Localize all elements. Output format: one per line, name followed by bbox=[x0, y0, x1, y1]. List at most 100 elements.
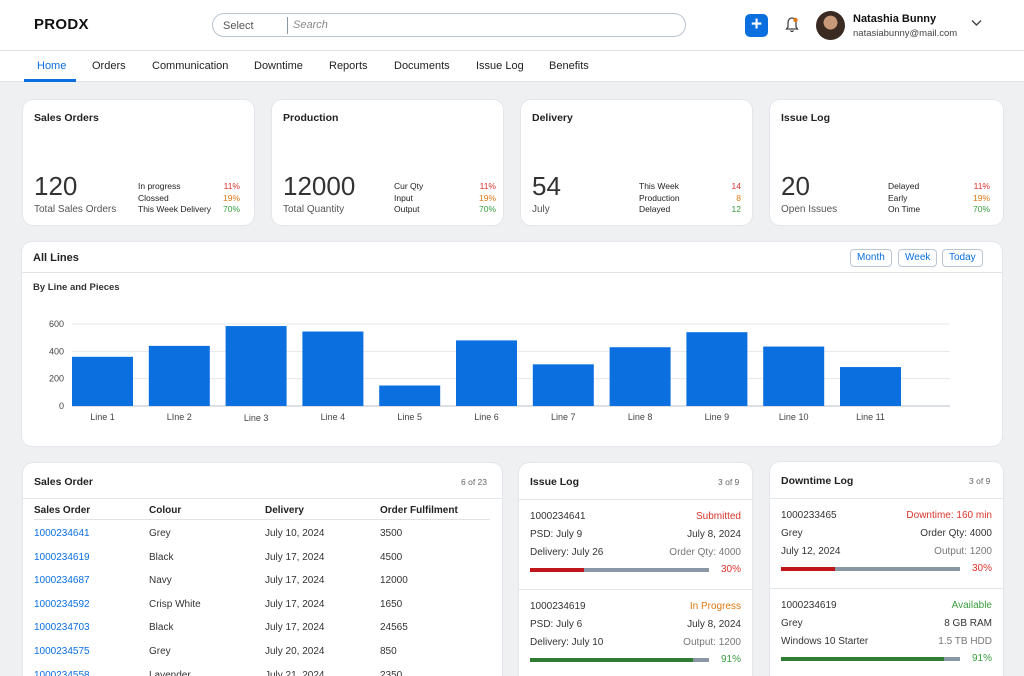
issue-log-count: 3 of 9 bbox=[718, 477, 740, 487]
progress-bar-fill bbox=[781, 567, 835, 571]
chart-bar[interactable] bbox=[379, 385, 441, 407]
item-separator bbox=[770, 588, 1003, 589]
table-cell: Crisp White bbox=[149, 598, 201, 610]
progress-bar-fill bbox=[530, 658, 693, 662]
chart-bar[interactable] bbox=[840, 367, 901, 406]
y-tick-label: 400 bbox=[49, 346, 64, 356]
x-tick-label: Line 7 bbox=[551, 412, 576, 422]
user-name: Natashia Bunny bbox=[853, 13, 937, 25]
nav-downtime[interactable]: Downtime bbox=[254, 60, 303, 72]
notification-bell-icon[interactable] bbox=[784, 16, 800, 34]
nav-home[interactable]: Home bbox=[37, 60, 67, 72]
chart-bar[interactable] bbox=[148, 345, 210, 406]
sales-order-link[interactable]: 1000234641 bbox=[34, 528, 90, 539]
search-divider bbox=[287, 17, 288, 34]
chevron-down-icon[interactable] bbox=[971, 19, 982, 27]
chart-bar[interactable] bbox=[456, 340, 517, 406]
y-tick-label: 0 bbox=[59, 401, 64, 411]
progress-percent: 30% bbox=[971, 563, 992, 574]
kpi-card-production[interactable]: Production 12000 Total Quantity Cur Qty … bbox=[272, 100, 503, 225]
x-tick-label: Line 9 bbox=[705, 412, 730, 422]
kpi-stat-label: Production bbox=[639, 193, 680, 203]
log-item-detail: July 12, 2024 bbox=[781, 546, 841, 557]
progress-bar bbox=[530, 658, 709, 662]
log-item-detail: Delivery: July 26 bbox=[530, 547, 604, 558]
kpi-title: Production bbox=[283, 112, 339, 124]
chart-bar[interactable] bbox=[686, 332, 748, 406]
log-item-id[interactable]: 1000234641 bbox=[530, 511, 586, 522]
log-item-detail: July 8, 2024 bbox=[687, 619, 741, 630]
log-item-detail: Output: 1200 bbox=[934, 546, 992, 557]
filter-week-button[interactable]: Week bbox=[898, 249, 938, 267]
kpi-stat-label: This Week Delivery bbox=[138, 204, 212, 214]
nav-reports[interactable]: Reports bbox=[329, 60, 368, 72]
kpi-stat-label: On Time bbox=[888, 204, 921, 214]
avatar[interactable] bbox=[816, 11, 845, 40]
sales-order-link[interactable]: 1000234619 bbox=[34, 551, 90, 563]
sales-order-link[interactable]: 1000234558 bbox=[34, 669, 90, 676]
nav-issue-log[interactable]: Issue Log bbox=[476, 60, 524, 72]
search-input[interactable] bbox=[293, 16, 673, 34]
log-item-detail: Order Qty: 4000 bbox=[669, 547, 741, 558]
table-cell: 4500 bbox=[380, 551, 403, 563]
chart-bar[interactable] bbox=[532, 364, 594, 406]
kpi-value: 12000 bbox=[283, 171, 356, 201]
sales-order-title: Sales Order bbox=[34, 476, 93, 488]
search-scope-select[interactable]: Select bbox=[223, 20, 254, 32]
sales-order-link[interactable]: 1000234687 bbox=[34, 575, 90, 587]
chart-bar[interactable] bbox=[225, 326, 287, 406]
kpi-stat-value: 19% bbox=[222, 193, 240, 203]
nav-benefits[interactable]: Benefits bbox=[549, 60, 589, 72]
log-item-detail: PSD: July 9 bbox=[530, 529, 583, 540]
table-cell: July 20, 2024 bbox=[265, 646, 325, 657]
x-tick-label: Line 1 bbox=[90, 412, 115, 422]
chart-bar[interactable] bbox=[763, 346, 825, 406]
progress-bar bbox=[781, 657, 960, 661]
column-header[interactable]: Order Fulfilment bbox=[380, 505, 458, 516]
sales-order-link[interactable]: 1000234703 bbox=[34, 622, 90, 634]
kpi-stat-value: 70% bbox=[972, 204, 990, 214]
log-item-id[interactable]: 1000234619 bbox=[530, 601, 586, 612]
column-header[interactable]: Colour bbox=[149, 505, 182, 516]
x-tick-label: Line 8 bbox=[628, 412, 653, 422]
kpi-stat-label: Cur Qty bbox=[394, 181, 424, 191]
progress-bar bbox=[530, 568, 709, 572]
sales-order-link[interactable]: 1000234575 bbox=[34, 646, 90, 657]
column-header[interactable]: Sales Order bbox=[34, 505, 91, 516]
x-tick-label: LIne 2 bbox=[167, 412, 192, 422]
item-separator bbox=[519, 589, 752, 590]
filter-today-button[interactable]: Today bbox=[942, 249, 983, 267]
kpi-card-sales-orders[interactable]: Sales Orders 120 Total Sales Orders In p… bbox=[23, 100, 254, 225]
log-item-id[interactable]: 1000234619 bbox=[781, 600, 837, 611]
status-badge: Submitted bbox=[695, 511, 741, 522]
table-cell: Navy bbox=[149, 575, 172, 587]
log-item-detail: Delivery: July 10 bbox=[530, 637, 604, 648]
chart-bar[interactable] bbox=[609, 347, 671, 406]
progress-bar bbox=[781, 567, 960, 571]
kpi-stat-value: 11% bbox=[223, 181, 240, 191]
table-cell: Black bbox=[149, 551, 174, 563]
app-logo[interactable]: PRODX bbox=[34, 16, 89, 33]
progress-percent: 91% bbox=[720, 654, 741, 665]
search-bar: Select bbox=[212, 13, 686, 37]
column-header[interactable]: Delivery bbox=[265, 505, 304, 516]
add-button[interactable]: + bbox=[745, 14, 768, 37]
nav-documents[interactable]: Documents bbox=[394, 60, 450, 72]
x-tick-label: Line 3 bbox=[244, 413, 269, 423]
log-item-detail: Grey bbox=[781, 618, 803, 629]
kpi-value: 54 bbox=[532, 171, 561, 201]
chart-bar[interactable] bbox=[302, 331, 364, 406]
table-cell: July 17, 2024 bbox=[265, 551, 325, 563]
kpi-card-issue-log[interactable]: Issue Log 20 Open Issues Delayed Early O… bbox=[770, 100, 1003, 225]
kpi-stat-value: 70% bbox=[478, 204, 496, 214]
kpi-card-delivery[interactable]: Delivery 54 July This Week Production De… bbox=[521, 100, 752, 225]
sales-order-link[interactable]: 1000234592 bbox=[34, 598, 90, 610]
nav-orders[interactable]: Orders bbox=[92, 60, 126, 72]
log-item-id[interactable]: 1000233465 bbox=[781, 510, 837, 521]
nav-communication[interactable]: Communication bbox=[152, 60, 229, 72]
log-item-detail: Grey bbox=[781, 528, 803, 539]
chart-bar[interactable] bbox=[72, 356, 133, 406]
kpi-stat-value: 19% bbox=[478, 193, 496, 203]
filter-month-button[interactable]: Month bbox=[850, 249, 892, 267]
card-divider bbox=[519, 499, 752, 500]
